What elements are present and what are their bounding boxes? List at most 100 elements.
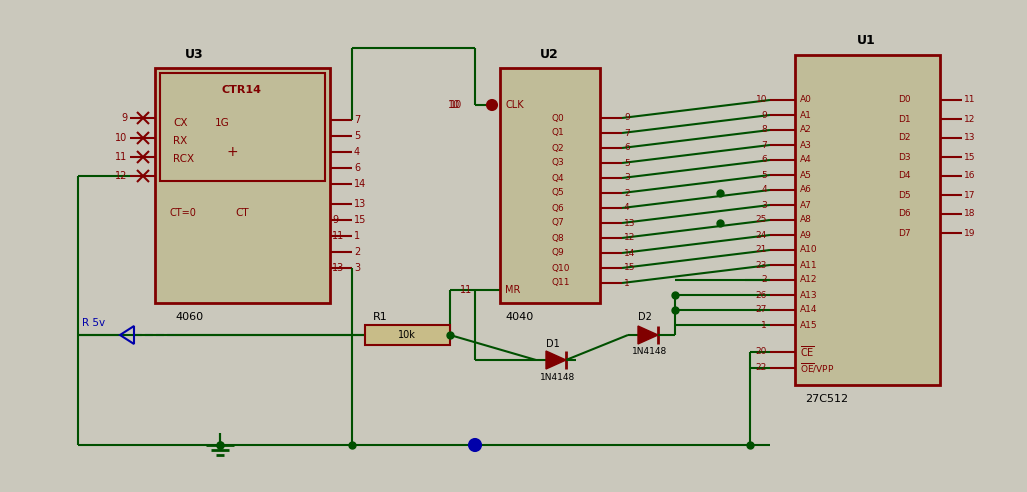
- Text: Q11: Q11: [551, 278, 571, 287]
- Text: 8: 8: [761, 125, 767, 134]
- Text: Q9: Q9: [551, 248, 565, 257]
- Text: A7: A7: [800, 201, 812, 210]
- Text: D7: D7: [898, 228, 911, 238]
- Text: 25: 25: [756, 215, 767, 224]
- Text: 10k: 10k: [398, 330, 416, 340]
- Text: 1: 1: [354, 231, 360, 241]
- Text: 6: 6: [354, 163, 360, 173]
- Text: 7: 7: [761, 141, 767, 150]
- Text: 1N4148: 1N4148: [540, 373, 575, 382]
- Text: 10: 10: [450, 100, 462, 110]
- Text: 11: 11: [332, 231, 344, 241]
- Bar: [155, 68, 330, 303]
- Text: CX: CX: [173, 118, 188, 128]
- Text: A13: A13: [800, 290, 817, 300]
- Text: 6: 6: [624, 144, 630, 153]
- Text: D1: D1: [898, 115, 911, 123]
- Text: A1: A1: [800, 111, 812, 120]
- Text: 15: 15: [624, 264, 636, 273]
- Text: A9: A9: [800, 230, 812, 240]
- Text: RCX: RCX: [173, 154, 194, 164]
- Text: Q1: Q1: [551, 128, 565, 137]
- Text: 1: 1: [624, 278, 630, 287]
- Polygon shape: [546, 351, 566, 369]
- Text: 2: 2: [354, 247, 360, 257]
- Text: D6: D6: [898, 210, 911, 218]
- Text: 23: 23: [756, 260, 767, 270]
- Text: Q8: Q8: [551, 234, 565, 243]
- Text: 19: 19: [964, 228, 976, 238]
- Text: 9: 9: [761, 111, 767, 120]
- Text: A10: A10: [800, 246, 817, 254]
- Text: A4: A4: [800, 155, 811, 164]
- Text: U1: U1: [857, 34, 876, 48]
- Text: Q10: Q10: [551, 264, 571, 273]
- Text: A14: A14: [800, 306, 817, 314]
- Text: 20: 20: [756, 347, 767, 357]
- Text: A5: A5: [800, 171, 812, 180]
- Text: 11: 11: [964, 95, 976, 104]
- Text: A3: A3: [800, 141, 812, 150]
- Text: 7: 7: [624, 128, 630, 137]
- Text: 13: 13: [332, 263, 344, 273]
- Text: 27: 27: [756, 306, 767, 314]
- Text: 15: 15: [964, 153, 976, 161]
- Text: 18: 18: [964, 210, 976, 218]
- Text: Q4: Q4: [551, 174, 565, 183]
- Text: 10: 10: [756, 95, 767, 104]
- Text: 9: 9: [121, 113, 127, 123]
- Text: A12: A12: [800, 276, 817, 284]
- Text: 26: 26: [756, 290, 767, 300]
- Text: 13: 13: [354, 199, 367, 209]
- Bar: [160, 73, 325, 181]
- Text: 9: 9: [332, 215, 338, 225]
- Text: CLK: CLK: [505, 100, 524, 110]
- Text: 5: 5: [354, 131, 360, 141]
- Text: 16: 16: [964, 172, 976, 181]
- Text: 21: 21: [756, 246, 767, 254]
- Bar: [795, 55, 940, 385]
- Text: D5: D5: [898, 190, 911, 199]
- Text: 13: 13: [624, 218, 636, 227]
- Text: A11: A11: [800, 260, 817, 270]
- Text: 10: 10: [448, 100, 460, 110]
- Text: 12: 12: [115, 171, 127, 181]
- Text: 14: 14: [624, 248, 636, 257]
- Bar: [365, 325, 450, 345]
- Text: 9: 9: [624, 114, 630, 123]
- Text: CT=0: CT=0: [169, 208, 196, 218]
- Text: 4060: 4060: [175, 312, 203, 322]
- Circle shape: [487, 100, 497, 110]
- Text: 4: 4: [354, 147, 360, 157]
- Text: A0: A0: [800, 95, 812, 104]
- Text: 11: 11: [115, 152, 127, 162]
- Text: 1: 1: [761, 320, 767, 330]
- Circle shape: [469, 439, 481, 451]
- Text: 1G: 1G: [215, 118, 230, 128]
- Text: Q3: Q3: [551, 158, 565, 167]
- Text: 27C512: 27C512: [805, 394, 848, 404]
- Text: 12: 12: [624, 234, 636, 243]
- Text: D2: D2: [638, 312, 652, 322]
- Text: D2: D2: [898, 133, 911, 143]
- Text: R 5v: R 5v: [82, 318, 105, 328]
- Text: 3: 3: [624, 174, 630, 183]
- Text: CT: CT: [235, 208, 249, 218]
- Text: U3: U3: [185, 48, 203, 61]
- Text: 24: 24: [756, 230, 767, 240]
- Text: D1: D1: [546, 339, 560, 349]
- Text: 3: 3: [761, 201, 767, 210]
- Text: A8: A8: [800, 215, 812, 224]
- Text: 13: 13: [964, 133, 976, 143]
- Text: A15: A15: [800, 320, 817, 330]
- Text: Q6: Q6: [551, 204, 565, 213]
- Text: 10: 10: [115, 133, 127, 143]
- Text: A2: A2: [800, 125, 811, 134]
- Text: D0: D0: [898, 95, 911, 104]
- Text: 4: 4: [761, 185, 767, 194]
- Text: 17: 17: [964, 190, 976, 199]
- Text: Q2: Q2: [551, 144, 565, 153]
- Text: 15: 15: [354, 215, 367, 225]
- Text: R1: R1: [373, 312, 388, 322]
- Text: 4040: 4040: [505, 312, 533, 322]
